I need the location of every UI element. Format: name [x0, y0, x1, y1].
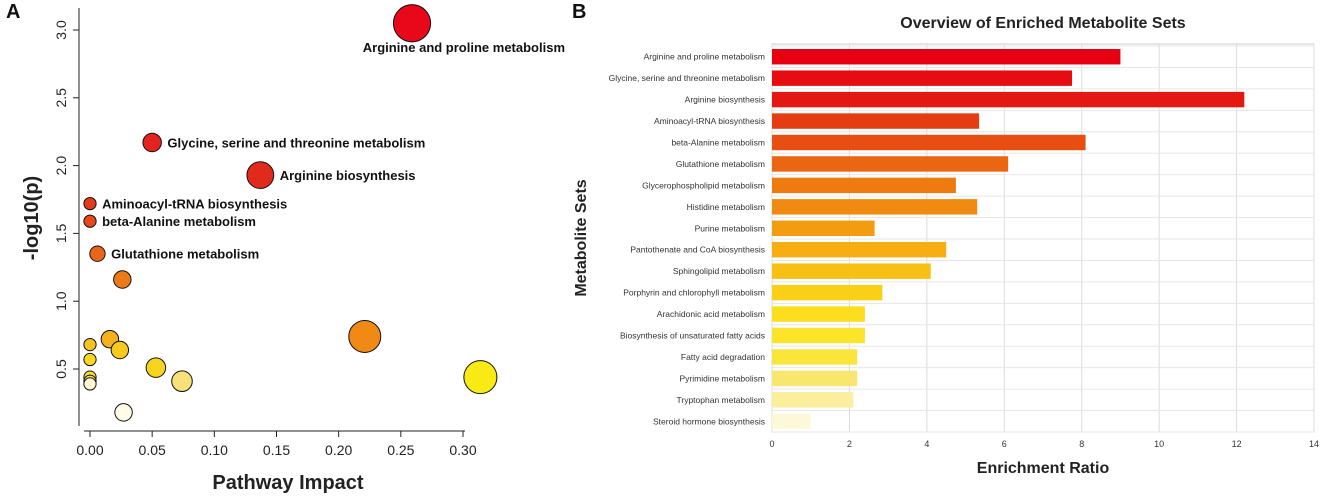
a-y-tick-label: 3.0 [53, 20, 69, 40]
scatter-panel: 0.00 0.05 0.10 0.15 0.20 0.25 0.30 0.5 1.0 1.5 2.0… [21, 4, 565, 494]
a-x-tick-label: 0.15 [263, 442, 290, 458]
panel-letter-a: A [6, 1, 20, 23]
a-x-tick-label: 0.00 [76, 442, 103, 458]
b-y-axis-title: Metabolite Sets [573, 179, 590, 296]
b-bar [772, 177, 956, 194]
b-gridlines [771, 44, 1315, 433]
b-category-label: Pantothenate and CoA biosynthesis [630, 245, 765, 255]
b-category-labels: Arginine and proline metabolism Glycine, … [609, 52, 766, 427]
panel-letter-b: B [572, 1, 586, 23]
b-bar [772, 263, 931, 279]
b-category-label: Glutathione metabolism [676, 159, 765, 169]
b-bar [772, 70, 1073, 86]
a-point [114, 403, 133, 422]
b-category-label: Porphyrin and chlorophyll metabolism [623, 288, 765, 298]
b-category-label: Glycine, serine and threonine metabolism [609, 73, 765, 83]
a-point-label: Glycine, serine and threonine metabolism [167, 136, 425, 151]
b-bar [772, 220, 875, 236]
a-point [83, 352, 97, 367]
b-category-label: Glycerophospholipid metabolism [642, 180, 765, 190]
b-category-label: Pyrimidine metabolism [680, 373, 766, 383]
a-y-tick-label: 0.5 [53, 359, 69, 379]
b-x-tick-label: 4 [924, 439, 929, 449]
b-bar [772, 91, 1245, 108]
a-x-tick-label: 0.05 [139, 442, 166, 458]
a-point-label: Arginine and proline metabolism [363, 40, 565, 55]
a-point [348, 319, 382, 353]
a-point-labels: Arginine and proline metabolism Glycine, … [102, 40, 565, 262]
a-point [392, 4, 432, 43]
b-bar [772, 199, 978, 215]
a-point [83, 214, 97, 228]
b-bar [772, 49, 1121, 65]
b-bar [772, 306, 865, 322]
a-points [83, 4, 498, 422]
a-point-label: beta-Alanine metabolism [102, 214, 256, 229]
b-bar [772, 242, 947, 258]
bar-panel: Overview of Enriched Metabolite Sets Arg… [573, 15, 1319, 477]
b-category-label: Fatty acid degradation [681, 352, 765, 362]
b-chart-title: Overview of Enriched Metabolite Sets [900, 15, 1186, 32]
b-bar [772, 413, 811, 429]
a-x-tick-label: 0.25 [387, 442, 414, 458]
b-x-tick-label: 8 [1079, 439, 1084, 449]
b-category-label: Biosynthesis of unsaturated fatty acids [620, 331, 765, 341]
b-bar [772, 113, 980, 129]
b-x-tick-label: 10 [1154, 439, 1164, 449]
a-point [145, 357, 167, 378]
b-category-label: Steroid hormone biosynthesis [653, 416, 765, 426]
a-x-tick-label: 0.10 [201, 442, 228, 458]
a-y-tick-label: 2.0 [53, 156, 69, 176]
b-category-label: Tryptophan metabolism [676, 395, 765, 405]
a-x-tick-label: 0.30 [449, 442, 476, 458]
a-y-axis-title: -log10(p) [21, 176, 43, 260]
b-x-tick-label: 2 [847, 439, 852, 449]
a-point [110, 340, 130, 360]
b-category-label: Aminoacyl-tRNA biosynthesis [654, 116, 765, 126]
b-x-tick-label: 0 [769, 439, 774, 449]
b-category-label: Sphingolipid metabolism [673, 266, 765, 276]
a-y-tick-label: 2.5 [53, 88, 69, 108]
a-point [463, 360, 498, 395]
b-x-tick-label: 12 [1232, 439, 1242, 449]
b-category-label: beta-Alanine metabolism [671, 138, 765, 148]
a-point [83, 377, 97, 391]
a-point [246, 161, 275, 189]
b-bar [772, 327, 865, 344]
b-bar [772, 392, 854, 408]
a-point [89, 245, 106, 262]
b-category-label: Arginine biosynthesis [685, 95, 765, 105]
a-point [142, 132, 162, 153]
b-bar [772, 134, 1086, 151]
b-bar [772, 349, 858, 365]
a-x-tick-label: 0.20 [325, 442, 352, 458]
b-x-tick-label: 6 [1002, 439, 1007, 449]
b-bar [772, 370, 858, 387]
a-point [171, 370, 193, 392]
a-point-label: Glutathione metabolism [111, 247, 259, 262]
a-point [113, 270, 132, 289]
a-ticks: 0.00 0.05 0.10 0.15 0.20 0.25 0.30 0.5 1.0 1.5 2.0… [53, 20, 477, 458]
b-x-tick-label: 14 [1309, 439, 1319, 449]
a-x-axis-title: Pathway Impact [212, 472, 364, 494]
b-category-label: Arginine and proline metabolism [644, 52, 765, 62]
a-y-tick-label: 1.0 [53, 291, 69, 311]
b-bar [772, 156, 1009, 172]
b-category-label: Arachidonic acid metabolism [657, 309, 765, 319]
b-x-axis-title: Enrichment Ratio [977, 460, 1110, 477]
a-axes [78, 8, 465, 432]
b-bar [772, 284, 883, 301]
b-x-ticks: 0 2 4 6 8 10 12 14 [769, 439, 1319, 449]
a-y-tick-label: 1.5 [53, 223, 69, 243]
a-point-label: Aminoacyl-tRNA biosynthesis [102, 197, 287, 212]
b-bars [772, 49, 1245, 429]
b-category-label: Histidine metabolism [687, 202, 765, 212]
a-point [83, 337, 97, 352]
a-point [83, 196, 97, 211]
a-point-label: Arginine biosynthesis [280, 168, 416, 183]
b-category-label: Purine metabolism [695, 223, 765, 233]
